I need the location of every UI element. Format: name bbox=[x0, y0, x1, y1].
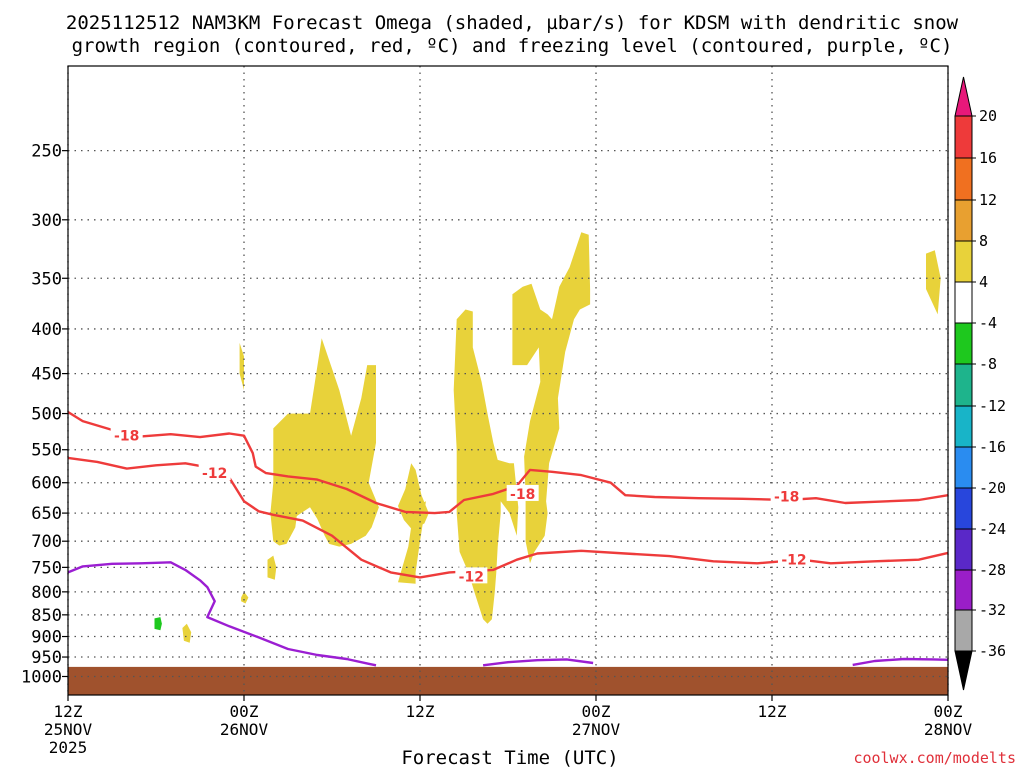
x-tick-label: 12Z bbox=[54, 702, 83, 721]
contour-label: -18 bbox=[510, 487, 535, 503]
y-tick-label-300: 300 bbox=[31, 211, 62, 231]
omega-region-0 bbox=[239, 342, 244, 391]
colorbar-bin bbox=[954, 322, 973, 365]
chart-title-line-2: growth region (contoured, red, ºC) and f… bbox=[72, 35, 953, 57]
x-tick-label: 12Z bbox=[758, 702, 787, 721]
x-axis-label: Forecast Time (UTC) bbox=[401, 747, 618, 768]
omega-region-3 bbox=[398, 463, 429, 531]
colorbar-tick-label: 16 bbox=[979, 149, 997, 167]
contour-0-4 bbox=[852, 657, 949, 667]
contour-0-3 bbox=[482, 658, 594, 667]
colorbar-bin bbox=[954, 157, 973, 201]
x-tick-label: 00Z bbox=[230, 702, 259, 721]
colorbar-bottom-arrow bbox=[954, 650, 973, 691]
x-tick-label: 28NOV bbox=[924, 720, 973, 739]
y-tick-label-700: 700 bbox=[31, 532, 62, 552]
plot-frame bbox=[67, 65, 949, 696]
y-tick-label-1000: 1000 bbox=[21, 667, 62, 687]
colorbar-bin bbox=[954, 528, 973, 571]
contour-label-bg bbox=[110, 426, 143, 443]
terrain-fill bbox=[68, 666, 948, 695]
x-tick-label: 25NOV bbox=[44, 720, 93, 739]
y-tick-label-800: 800 bbox=[31, 583, 62, 603]
contour-label-bg bbox=[198, 464, 231, 481]
colorbar-bin bbox=[954, 363, 973, 407]
y-tick-label-600: 600 bbox=[31, 474, 62, 494]
contour-label: -12 bbox=[459, 569, 484, 585]
y-tick-label-650: 650 bbox=[31, 504, 62, 524]
y-axis-pressure: 2503003504004505005506006507007508008509… bbox=[21, 142, 68, 687]
x-tick-label: 27NOV bbox=[572, 720, 621, 739]
x-tick-label: 26NOV bbox=[220, 720, 269, 739]
grid-lines bbox=[67, 66, 949, 695]
colorbar-tick-label: 8 bbox=[979, 232, 988, 250]
y-tick-label-950: 950 bbox=[31, 648, 62, 668]
colorbar-top-arrow bbox=[954, 76, 973, 117]
y-tick-label-900: 900 bbox=[31, 628, 62, 648]
colorbar-bin bbox=[954, 115, 973, 159]
colorbar-tick-label: -4 bbox=[979, 314, 997, 332]
colorbar-tick-label: -20 bbox=[979, 479, 1006, 497]
colorbar-bin bbox=[954, 281, 973, 324]
colorbar-tick-label: 20 bbox=[979, 107, 997, 125]
contour-lines: -18 -18 -18 -12 -12 -12 bbox=[67, 410, 949, 667]
contour-label: -18 bbox=[774, 489, 799, 505]
x-tick-label: 2025 bbox=[49, 738, 88, 757]
colorbar-tick-label: -12 bbox=[979, 397, 1006, 415]
contour-label-bg bbox=[778, 550, 810, 567]
colorbar-tick-label: -16 bbox=[979, 438, 1006, 456]
colorbar-tick-label: 12 bbox=[979, 191, 997, 209]
contour-label-bg bbox=[770, 487, 803, 504]
colorbar-tick-label: -24 bbox=[979, 520, 1006, 538]
credit-text: coolwx.com/modelts bbox=[853, 749, 1016, 767]
contour-label: -18 bbox=[114, 429, 139, 445]
omega-region-1 bbox=[270, 338, 379, 547]
contour-0-2 bbox=[67, 561, 377, 667]
contour-label: -12 bbox=[781, 553, 806, 569]
omega-region-5 bbox=[512, 232, 591, 564]
y-tick-label-750: 750 bbox=[31, 558, 62, 578]
omega-region-8 bbox=[241, 591, 249, 604]
omega-region-9 bbox=[182, 623, 192, 643]
colorbar-tick-label: -28 bbox=[979, 561, 1006, 579]
colorbar-bin bbox=[954, 405, 973, 448]
omega-shading-layer bbox=[154, 232, 941, 643]
omega-region-7 bbox=[267, 555, 277, 580]
colorbar-bin bbox=[954, 487, 973, 530]
colorbar-bin bbox=[954, 609, 973, 652]
x-tick-label: 00Z bbox=[582, 702, 611, 721]
plot-area: -18 -18 -18 -12 -12 -12 bbox=[67, 65, 949, 696]
colorbar-bin bbox=[954, 446, 973, 489]
y-tick-label-400: 400 bbox=[31, 320, 62, 340]
omega-colorbar: 20 16 12 8 4 -4 -8 -12 -16 -20 -24 -28 -32 -36 bbox=[954, 76, 1006, 691]
colorbar-bin bbox=[954, 199, 973, 242]
contour-label-bg bbox=[455, 567, 488, 584]
chart-title-line-1: 2025112512 NAM3KM Forecast Omega (shaded… bbox=[66, 12, 959, 34]
omega-region-4 bbox=[453, 309, 519, 624]
y-tick-label-550: 550 bbox=[31, 441, 62, 461]
y-tick-label-250: 250 bbox=[31, 142, 62, 162]
x-tick-label: 00Z bbox=[934, 702, 963, 721]
y-tick-label-500: 500 bbox=[31, 405, 62, 425]
colorbar-bin bbox=[954, 569, 973, 611]
colorbar-tick-label: -8 bbox=[979, 355, 997, 373]
contour-label: -12 bbox=[202, 466, 227, 482]
y-tick-label-350: 350 bbox=[31, 269, 62, 289]
colorbar-tick-label: -36 bbox=[979, 642, 1006, 660]
colorbar-bin bbox=[954, 240, 973, 283]
contour-label-bg bbox=[506, 484, 539, 501]
x-tick-label: 12Z bbox=[406, 702, 435, 721]
colorbar-tick-label: -32 bbox=[979, 601, 1006, 619]
omega-region-10 bbox=[154, 617, 162, 631]
contour--18-0 bbox=[67, 410, 949, 515]
y-tick-label-450: 450 bbox=[31, 365, 62, 385]
omega-region-6 bbox=[926, 250, 941, 315]
y-tick-label-850: 850 bbox=[31, 606, 62, 626]
colorbar-tick-label: 4 bbox=[979, 273, 988, 291]
